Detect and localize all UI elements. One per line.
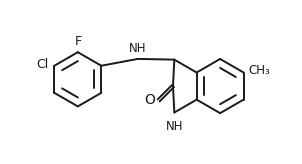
Text: CH₃: CH₃	[249, 64, 270, 77]
Text: F: F	[74, 35, 81, 48]
Text: Cl: Cl	[36, 58, 48, 72]
Text: NH: NH	[166, 120, 184, 133]
Text: NH: NH	[129, 41, 146, 55]
Text: O: O	[144, 93, 155, 107]
